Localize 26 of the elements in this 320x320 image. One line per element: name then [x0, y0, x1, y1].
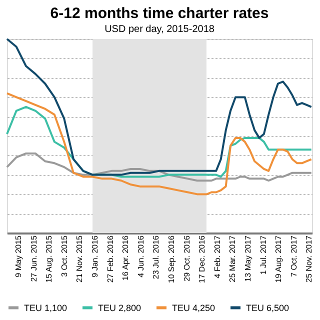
- legend-label: TEU 6,500: [246, 302, 290, 313]
- x-tick-label: 15 Aug. 2015: [44, 234, 54, 283]
- x-tick-label: 3 Oct. 2015: [60, 234, 69, 277]
- x-tick-label: 29 Oct. 2016: [182, 234, 192, 282]
- x-tick-label: 17 Dec. 2016: [198, 234, 207, 284]
- x-tick-label: 21 Nov. 2015: [75, 234, 84, 282]
- chart-subtitle: USD per day, 2015-2018: [104, 24, 215, 35]
- legend-label: TEU 1,100: [24, 302, 68, 313]
- legend-label: TEU 2,800: [98, 302, 142, 313]
- legend-label: TEU 4,250: [172, 302, 216, 313]
- x-tick-label: 27 Jun. 2015: [29, 234, 38, 282]
- x-tick-label: 9 Jan. 2016: [90, 234, 100, 278]
- x-tick-label: 4 Feb. 2017: [212, 234, 222, 278]
- x-tick-label: 1 Jul. 2017: [258, 234, 268, 275]
- x-tick-label: 23 Jul. 2016: [152, 234, 161, 280]
- x-tick-label: 25 Mar. 2017: [228, 234, 238, 282]
- x-tick-label: 4 Jun. 2016: [136, 234, 146, 278]
- x-tick-label: 13 May 2017: [244, 234, 253, 282]
- chart-title: 6-12 months time charter rates: [50, 5, 269, 22]
- x-tick-label: 27 Feb. 2016: [106, 234, 115, 283]
- x-tick-label: 7 Oct. 2017: [289, 234, 298, 277]
- x-tick-label: 19 Aug. 2017: [274, 234, 284, 283]
- x-tick-label: 9 May 2015: [14, 234, 24, 278]
- x-tick-label: 16 Apr. 2016: [121, 234, 130, 280]
- x-tick-label: 25 Nov. 2017: [304, 234, 314, 282]
- x-tick-label: 10 Sep. 2016: [167, 234, 176, 284]
